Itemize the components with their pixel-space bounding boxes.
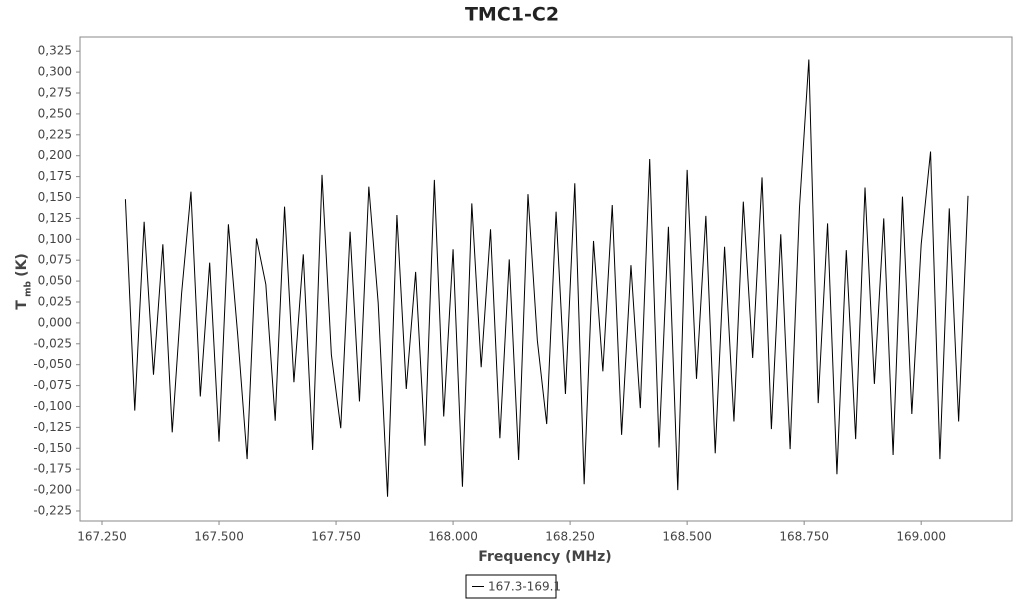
y-label-sub: mb <box>24 281 34 297</box>
y-tick-label: 0,325 <box>38 44 72 58</box>
y-tick-label: 0,200 <box>38 148 72 162</box>
x-tick-label: 168.000 <box>428 530 478 544</box>
y-tick-label: 0,125 <box>38 211 72 225</box>
y-tick-label: -0,100 <box>33 399 72 413</box>
x-tick-label: 168.250 <box>545 530 595 544</box>
legend-label: 167.3-169.1 <box>488 580 561 594</box>
y-tick-label: -0,175 <box>33 462 72 476</box>
y-tick-label: 0,100 <box>38 232 72 246</box>
y-label-unit: (K) <box>14 253 30 277</box>
y-label-main: T <box>14 300 30 310</box>
x-tick-label: 168.750 <box>779 530 829 544</box>
y-tick-label: 0,000 <box>38 315 72 329</box>
chart-title: TMC1-C2 <box>465 4 559 26</box>
x-axis-label: Frequency (MHz) <box>478 549 611 565</box>
y-tick-label: 0,275 <box>38 86 72 100</box>
y-tick-label: -0,125 <box>33 420 72 434</box>
y-tick-label: 0,025 <box>38 294 72 308</box>
plot-frame <box>79 36 1013 522</box>
x-tick-label: 168.500 <box>662 530 712 544</box>
x-tick-label: 167.750 <box>311 530 361 544</box>
y-tick-label: 0,300 <box>38 65 72 79</box>
legend-box <box>465 574 557 599</box>
y-tick-label: 0,075 <box>38 253 72 267</box>
y-tick-label: -0,225 <box>33 503 72 517</box>
y-tick-label: 0,250 <box>38 106 72 120</box>
y-tick-label: -0,050 <box>33 357 72 371</box>
y-tick-label: -0,150 <box>33 441 72 455</box>
y-tick-label: -0,075 <box>33 378 72 392</box>
y-tick-label: 0,225 <box>38 127 72 141</box>
x-tick-label: 167.250 <box>77 530 127 544</box>
x-tick-label: 167.500 <box>194 530 244 544</box>
y-tick-label: 0,175 <box>38 169 72 183</box>
y-tick-label: 0,150 <box>38 190 72 204</box>
series-line <box>124 59 969 497</box>
y-tick-label: -0,025 <box>33 336 72 350</box>
x-tick-label: 169.000 <box>896 530 946 544</box>
y-axis-label: T mb (K) <box>14 253 34 310</box>
y-tick-label: 0,050 <box>38 274 72 288</box>
y-tick-label: -0,200 <box>33 483 72 497</box>
